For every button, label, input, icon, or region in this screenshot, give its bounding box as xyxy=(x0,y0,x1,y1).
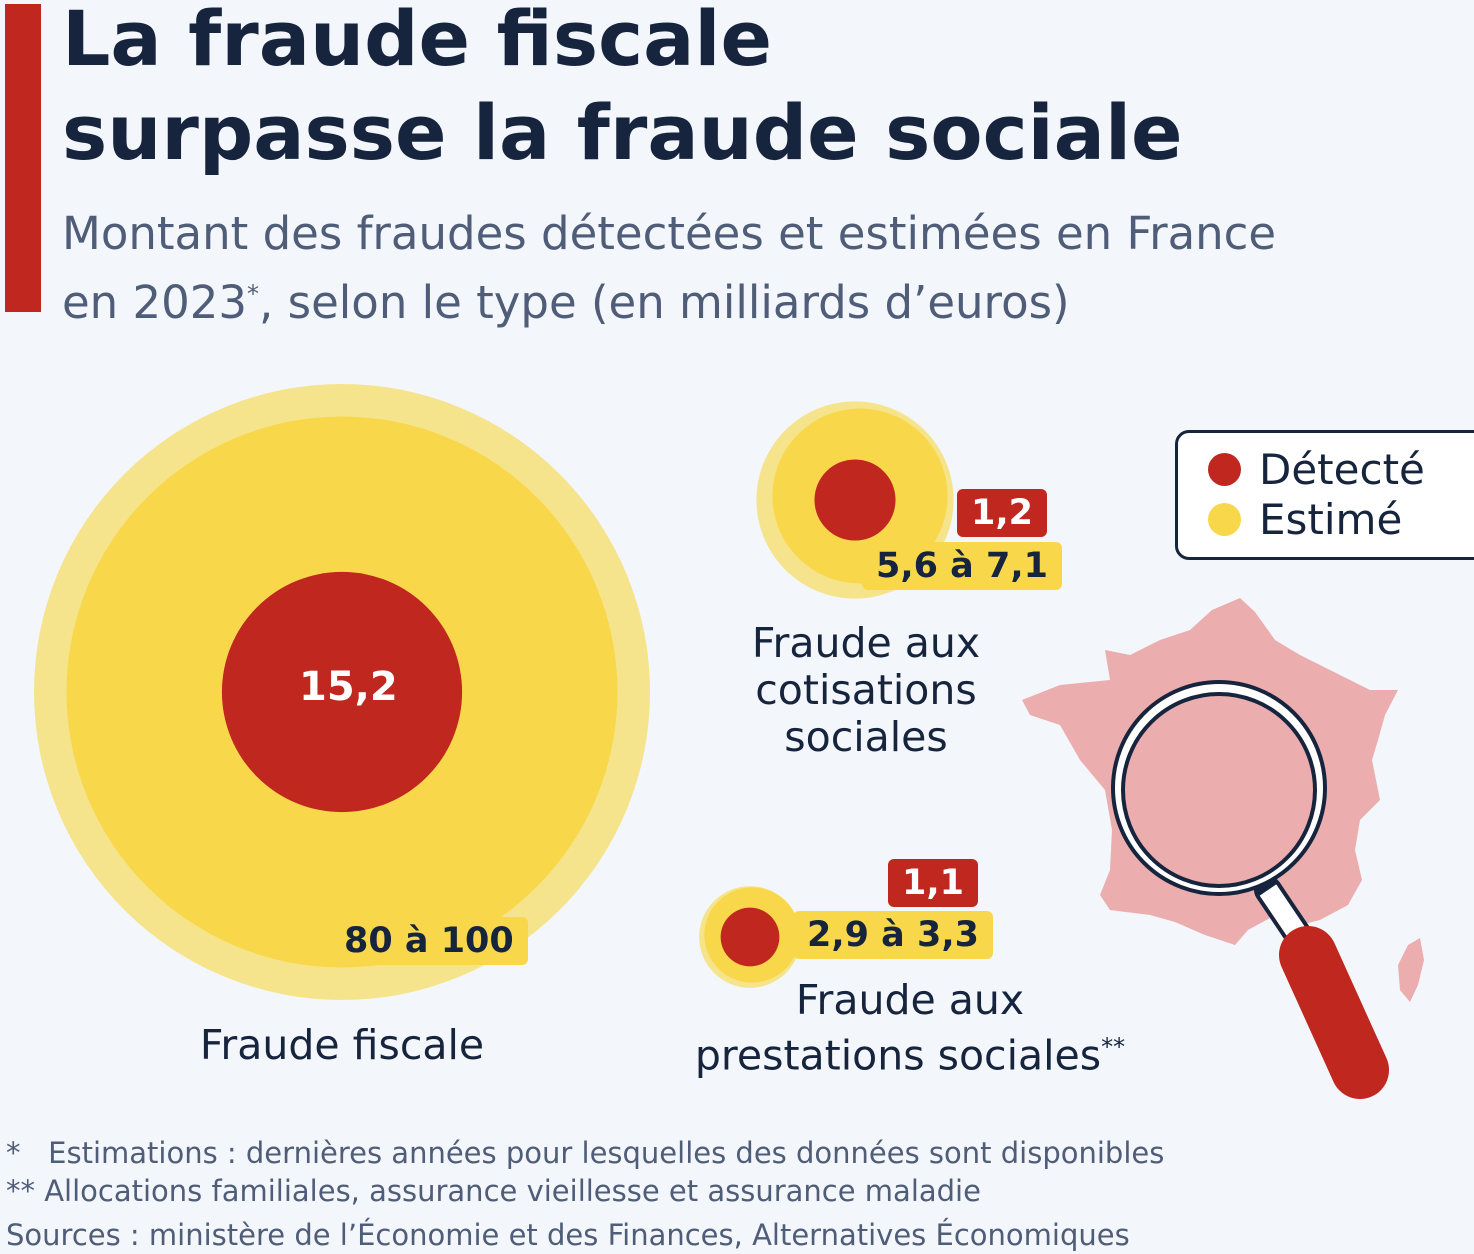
label-fraude-fiscale: Fraude fiscale xyxy=(199,1021,485,1069)
fiscale-detected-circle xyxy=(221,571,463,813)
fiscale-detected-value: 15,2 xyxy=(299,664,398,710)
subtitle: Montant des fraudes détectées et estimée… xyxy=(62,207,1277,329)
prestations-estimated-tag: 2,9 à 3,3 xyxy=(793,911,993,959)
footnote-1: * Estimations : dernières années pour le… xyxy=(6,1136,1165,1170)
prestations-detected-tag: 1,1 xyxy=(888,859,979,907)
estimated-dot-icon xyxy=(1208,503,1241,536)
accent-bar xyxy=(5,4,41,312)
fiscale-estimated-tag: 80 à 100 xyxy=(330,917,528,965)
prestations-detected-circle xyxy=(720,907,780,967)
legend-item-detected: Détecté xyxy=(1208,445,1425,494)
cotisations-detected-circle xyxy=(814,459,896,541)
legend: Détecté Estimé xyxy=(1175,430,1474,560)
label-fraude-prestations: Fraude aux prestations sociales** xyxy=(694,976,1126,1080)
legend-item-estimated: Estimé xyxy=(1208,495,1402,544)
legend-label-detected: Détecté xyxy=(1259,445,1425,494)
legend-label-estimated: Estimé xyxy=(1259,495,1403,544)
detected-dot-icon xyxy=(1208,453,1241,486)
magnifier-icon xyxy=(1111,680,1389,1099)
footnotes: * Estimations : dernières années pour le… xyxy=(6,1134,1164,1254)
label-fraude-cotisations: Fraude aux cotisations sociales xyxy=(751,619,981,761)
footnote-2: ** Allocations familiales, assurance vie… xyxy=(6,1174,981,1208)
cotisations-estimated-tag: 5,6 à 7,1 xyxy=(862,542,1062,590)
page-title: La fraude fiscale surpasse la fraude soci… xyxy=(62,0,1183,177)
cotisations-detected-tag: 1,2 xyxy=(957,489,1048,537)
sources: Sources : ministère de l’Économie et des… xyxy=(6,1218,1130,1252)
